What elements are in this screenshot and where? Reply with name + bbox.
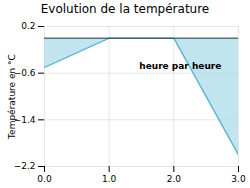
svg-text:heure par heure: heure par heure	[139, 61, 221, 71]
svg-text:Température en °C: Température en °C	[7, 54, 17, 140]
svg-text:−2.2: −2.2	[14, 161, 36, 171]
html-text:Evolution de la température: Evolution de la température	[40, 2, 210, 16]
svg-text:1.0: 1.0	[102, 174, 117, 184]
svg-text:0.2: 0.2	[21, 21, 35, 31]
svg-text:2.0: 2.0	[167, 174, 182, 184]
svg-text:−0.6: −0.6	[14, 68, 36, 78]
svg-text:3.0: 3.0	[231, 174, 246, 184]
svg-text:0.0: 0.0	[37, 174, 52, 184]
svg-text:−1.4: −1.4	[14, 115, 36, 125]
